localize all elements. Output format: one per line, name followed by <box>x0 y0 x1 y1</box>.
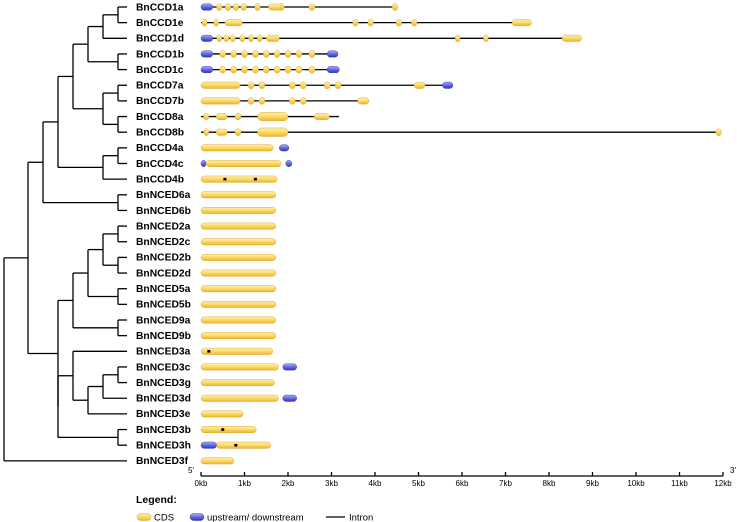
svg-text:BnCCD1a: BnCCD1a <box>136 2 184 13</box>
svg-text:3kb: 3kb <box>325 479 338 488</box>
svg-text:BnCCD8b: BnCCD8b <box>136 128 184 139</box>
svg-text:5kb: 5kb <box>412 479 425 488</box>
svg-text:BnNCED2d: BnNCED2d <box>136 268 191 279</box>
svg-text:BnNCED2c: BnNCED2c <box>136 237 191 248</box>
svg-text:BnNCED2b: BnNCED2b <box>136 253 191 264</box>
svg-text:12kb: 12kb <box>714 479 732 488</box>
svg-text:BnCCD1b: BnCCD1b <box>136 49 184 60</box>
svg-text:6kb: 6kb <box>456 479 469 488</box>
svg-text:8kb: 8kb <box>543 479 556 488</box>
svg-text:3': 3' <box>730 466 736 475</box>
svg-text:BnCCD1d: BnCCD1d <box>136 34 184 45</box>
svg-text:BnCCD7b: BnCCD7b <box>136 96 184 107</box>
svg-text:BnCCD8a: BnCCD8a <box>136 112 184 123</box>
svg-text:Legend:: Legend: <box>136 494 177 506</box>
svg-text:BnNCED3h: BnNCED3h <box>136 441 191 452</box>
svg-text:BnNCED5b: BnNCED5b <box>136 300 191 311</box>
svg-text:9kb: 9kb <box>586 479 599 488</box>
svg-text:BnCCD4a: BnCCD4a <box>136 143 184 154</box>
svg-text:BnNCED3d: BnNCED3d <box>136 394 191 405</box>
svg-text:BnNCED3b: BnNCED3b <box>136 425 191 436</box>
svg-text:0kb: 0kb <box>195 479 208 488</box>
svg-text:BnCCD4c: BnCCD4c <box>136 159 184 170</box>
svg-text:BnCCD7a: BnCCD7a <box>136 81 184 92</box>
svg-text:4kb: 4kb <box>369 479 382 488</box>
svg-text:CDS: CDS <box>154 512 174 522</box>
svg-text:upstream/ downstream: upstream/ downstream <box>207 512 304 522</box>
svg-text:BnCCD4b: BnCCD4b <box>136 174 184 185</box>
svg-text:BnNCED3g: BnNCED3g <box>136 378 191 389</box>
svg-text:BnNCED3e: BnNCED3e <box>136 409 191 420</box>
svg-text:BnNCED3c: BnNCED3c <box>136 362 191 373</box>
svg-text:BnNCED9b: BnNCED9b <box>136 331 191 342</box>
svg-text:BnNCED3a: BnNCED3a <box>136 347 191 358</box>
svg-text:Intron: Intron <box>349 512 373 522</box>
svg-text:1kb: 1kb <box>238 479 251 488</box>
svg-text:10kb: 10kb <box>627 479 645 488</box>
svg-text:11kb: 11kb <box>671 479 688 488</box>
svg-text:BnNCED2a: BnNCED2a <box>136 221 191 232</box>
svg-text:BnNCED5a: BnNCED5a <box>136 284 191 295</box>
svg-text:2kb: 2kb <box>282 479 295 488</box>
svg-text:BnNCED6a: BnNCED6a <box>136 190 191 201</box>
svg-text:BnNCED3f: BnNCED3f <box>136 456 189 467</box>
svg-text:BnCCD1e: BnCCD1e <box>136 18 184 29</box>
svg-text:BnCCD1c: BnCCD1c <box>136 65 184 76</box>
svg-text:BnNCED6b: BnNCED6b <box>136 206 191 217</box>
svg-text:7kb: 7kb <box>499 479 512 488</box>
svg-text:5': 5' <box>188 466 194 475</box>
svg-text:BnNCED9a: BnNCED9a <box>136 315 191 326</box>
